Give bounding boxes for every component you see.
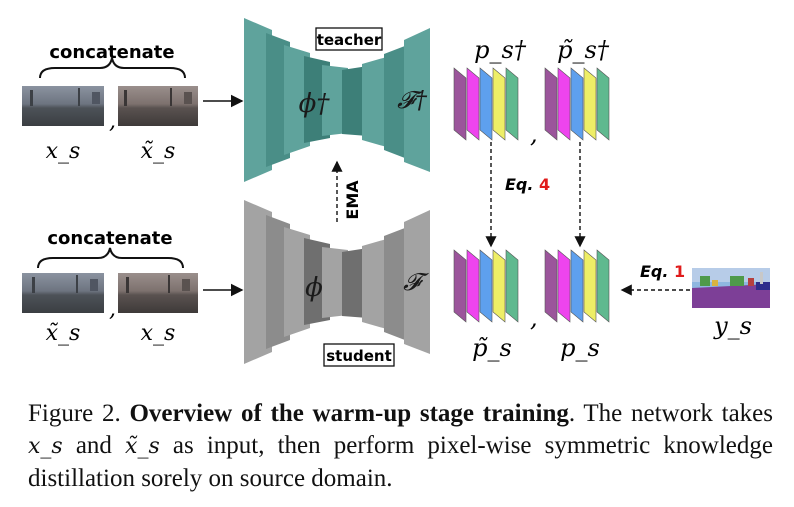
- prediction-slab: [492, 67, 506, 141]
- bottom-input-label-b: x_s: [141, 321, 176, 346]
- student-output-comma: ,: [530, 304, 538, 332]
- bottom-concat-brace: [37, 247, 184, 269]
- ema-connection: EMA: [331, 160, 362, 222]
- student-bottleneck: [322, 247, 348, 318]
- teacher-output-comma: ,: [530, 120, 538, 148]
- top-input-label-a: x_s: [46, 139, 81, 164]
- teacher-output-right-stack: [544, 67, 610, 141]
- figure-caption: Figure 2. Overview of the warm-up stage …: [28, 398, 773, 495]
- student-output-right-stack: [544, 249, 610, 323]
- top-concat-brace: [39, 57, 186, 79]
- top-input-image-b: [118, 86, 198, 126]
- top-input-comma: ,: [109, 109, 116, 134]
- caption-math-2: x̃_s: [125, 434, 160, 459]
- teacher-encoder: [244, 18, 330, 182]
- teacher-encoder-label: ϕ†: [299, 89, 331, 119]
- bottom-input-label-a: x̃_s: [46, 321, 81, 346]
- prediction-slab: [505, 67, 519, 141]
- prediction-slab: [583, 67, 597, 141]
- prediction-slab: [596, 67, 610, 141]
- prediction-slab: [570, 249, 584, 323]
- student-encoder-label: ϕ: [305, 273, 323, 303]
- prediction-slab: [466, 67, 480, 141]
- prediction-slab: [453, 249, 467, 323]
- eq4-connection: Eq. 4: [485, 142, 586, 248]
- teacher-box-label: teacher: [317, 31, 382, 49]
- teacher-network: teacher ϕ† 𝓕†: [244, 18, 430, 182]
- caption-text-2: and: [62, 432, 126, 459]
- top-input-group: concatenate , x_s x̃_s: [22, 42, 244, 164]
- caption-figure-number: Figure 2.: [28, 400, 121, 427]
- teacher-decoder: [342, 28, 430, 172]
- prediction-slab: [479, 67, 493, 141]
- bottom-input-comma: ,: [109, 297, 116, 322]
- top-input-image-a: [22, 86, 104, 126]
- student-network: student ϕ 𝓕: [244, 200, 430, 367]
- eq1-label: Eq. 1: [640, 262, 685, 281]
- eq4-label: Eq. 4: [505, 175, 550, 194]
- teacher-decoder-label: 𝓕†: [397, 86, 428, 114]
- ground-truth-map: [692, 268, 770, 308]
- prediction-slab: [453, 67, 467, 141]
- teacher-bottleneck: [322, 65, 348, 136]
- teacher-output-right-label: p̃_s†: [557, 36, 610, 64]
- prediction-slab: [505, 249, 519, 323]
- warm-up-diagram: concatenate , x_s x̃_s concatenate ,: [22, 18, 770, 367]
- student-output-left-stack: [453, 249, 519, 323]
- ema-label: EMA: [343, 180, 362, 220]
- prediction-slab: [544, 67, 558, 141]
- bottom-input-image-b: [118, 273, 198, 313]
- teacher-output-left-stack: [453, 67, 519, 141]
- student-output-left-label: p̃_s: [472, 334, 512, 362]
- prediction-slab: [583, 249, 597, 323]
- ground-truth-label: y_s: [713, 312, 752, 340]
- caption-title: Overview of the warm-up stage training: [129, 400, 569, 427]
- top-concat-label: concatenate: [49, 42, 174, 63]
- bottom-concat-label: concatenate: [47, 228, 172, 249]
- prediction-slab: [557, 249, 571, 323]
- prediction-slab: [479, 249, 493, 323]
- prediction-slab: [557, 67, 571, 141]
- student-encoder: [244, 200, 330, 364]
- teacher-output-left-label: p_s†: [474, 36, 527, 64]
- student-outputs: , p̃_s p_s: [453, 249, 610, 362]
- student-box: [323, 343, 395, 367]
- bottom-input-image-a: [22, 273, 104, 313]
- bottom-input-group: concatenate , x̃_s x_s: [22, 228, 244, 346]
- ground-truth: Eq. 1 y_s: [620, 262, 770, 340]
- student-output-right-label: p_s: [560, 334, 600, 362]
- prediction-slab: [544, 249, 558, 323]
- prediction-slab: [570, 67, 584, 141]
- prediction-slab: [466, 249, 480, 323]
- caption-text-3: as input, then perform pixel-wise symmet…: [28, 432, 773, 492]
- prediction-slab: [492, 249, 506, 323]
- caption-math-1: x_s: [28, 434, 63, 459]
- caption-text-1: . The network takes: [568, 400, 773, 427]
- top-input-label-b: x̃_s: [141, 139, 176, 164]
- student-box-label: student: [326, 347, 392, 365]
- student-decoder: [342, 210, 430, 354]
- teacher-box: [315, 27, 383, 51]
- prediction-slab: [596, 249, 610, 323]
- teacher-outputs: p_s† p̃_s† ,: [453, 36, 610, 148]
